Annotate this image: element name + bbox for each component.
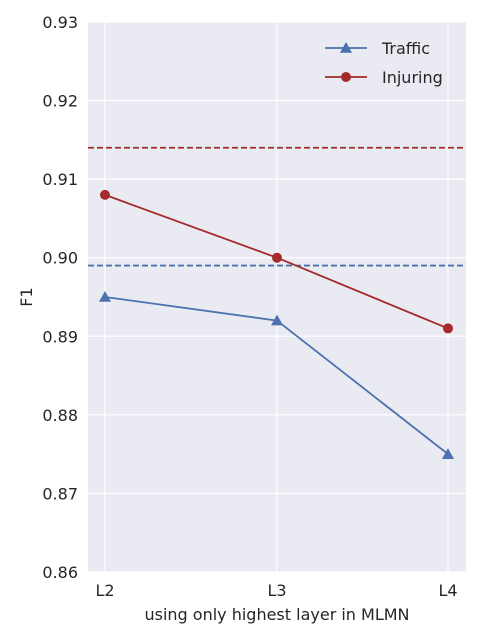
y-tick-label: 0.89 (42, 327, 78, 346)
x-axis-label: using only highest layer in MLMN (144, 605, 409, 624)
data-point-traffic (99, 291, 111, 302)
data-point-traffic (442, 448, 454, 459)
series-group (99, 189, 454, 459)
legend: Traffic Injuring (325, 39, 443, 87)
legend-label-injuring: Injuring (382, 68, 443, 87)
y-tick-label: 0.88 (42, 406, 78, 425)
y-tick-label: 0.91 (42, 170, 78, 189)
x-tick-labels: L2 L3 L4 (95, 581, 457, 600)
y-tick-label: 0.92 (42, 92, 78, 111)
data-point-injuring (443, 323, 453, 334)
legend-marker-injuring (341, 72, 351, 82)
data-point-injuring (100, 189, 110, 200)
y-tick-labels: 0.86 0.87 0.88 0.89 0.90 0.91 0.92 0.93 (42, 13, 78, 582)
legend-marker-traffic (340, 42, 352, 53)
data-point-traffic (271, 314, 283, 326)
y-tick-label: 0.87 (42, 484, 78, 503)
y-tick-label: 0.90 (42, 249, 78, 268)
data-point-injuring (272, 252, 282, 263)
x-tick-label: L2 (95, 581, 114, 600)
legend-label-traffic: Traffic (381, 39, 430, 58)
x-tick-label: L3 (267, 581, 286, 600)
y-axis-label: F1 (17, 287, 36, 306)
baseline-lines (88, 146, 466, 267)
y-tick-label: 0.86 (42, 563, 78, 582)
grid (88, 21, 466, 573)
x-tick-label: L4 (438, 581, 457, 600)
y-tick-label: 0.93 (42, 13, 78, 32)
